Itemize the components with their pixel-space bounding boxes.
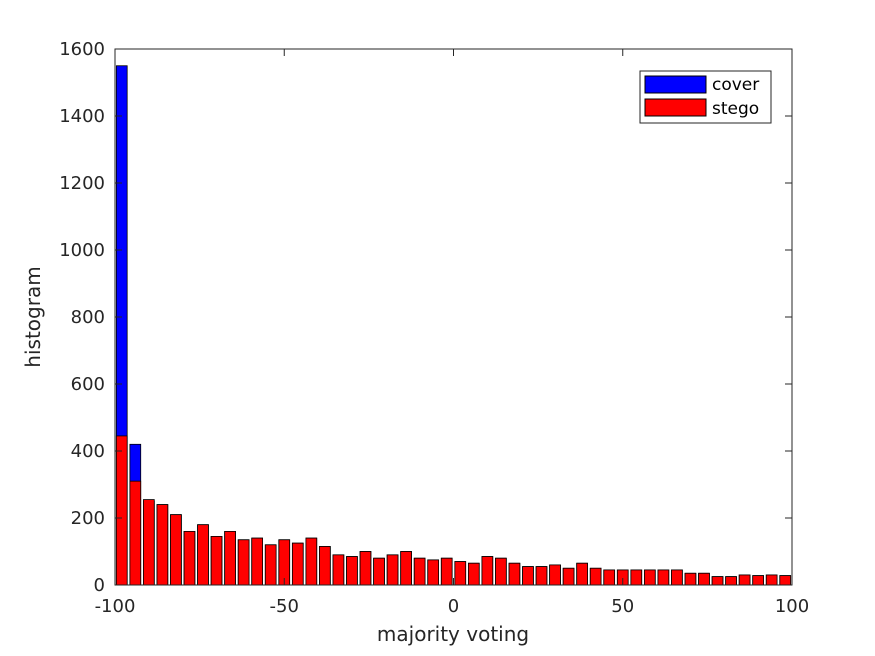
- stego-bar: [467, 562, 480, 586]
- y-tick-label: 1600: [59, 39, 105, 60]
- stego-bar: [373, 557, 385, 586]
- stego-bar: [224, 531, 236, 586]
- y-tick-label: 1000: [59, 240, 105, 261]
- stego-bar: [549, 564, 561, 586]
- x-tick-label: 100: [775, 596, 809, 617]
- y-axis-title: histogram: [21, 266, 45, 367]
- stego-bar: [765, 574, 778, 586]
- stego-bar: [481, 556, 494, 586]
- stego-bar: [535, 566, 548, 586]
- stego-bar: [291, 542, 304, 586]
- y-tick-label: 600: [71, 374, 105, 395]
- y-tick-label: 0: [94, 575, 105, 596]
- stego-bar: [264, 544, 277, 586]
- stego-bar: [589, 567, 602, 586]
- stego-bar: [779, 575, 792, 586]
- stego-bar: [170, 514, 182, 586]
- stego-bar: [711, 576, 724, 586]
- stego-bar: [332, 554, 345, 586]
- stego-bar: [644, 569, 656, 586]
- stego-bar: [671, 569, 683, 586]
- stego-bar: [725, 576, 737, 586]
- x-axis-title: majority voting: [377, 622, 529, 646]
- stego-bar: [115, 435, 128, 586]
- legend-swatch-stego: [644, 98, 707, 117]
- y-tick-label: 200: [71, 508, 105, 529]
- stego-bar: [522, 566, 534, 586]
- stego-bar: [684, 572, 697, 586]
- stego-bar: [413, 557, 426, 586]
- stego-bar: [657, 569, 670, 586]
- stego-bar: [251, 537, 263, 586]
- stego-bar: [400, 551, 412, 586]
- stego-bar: [210, 536, 223, 586]
- y-tick-label: 1200: [59, 173, 105, 194]
- x-tick-label: 0: [448, 596, 459, 617]
- stego-bar: [427, 559, 439, 586]
- stego-bar: [319, 546, 331, 586]
- stego-bar: [183, 531, 196, 586]
- y-tick-label: 400: [71, 441, 105, 462]
- x-tick-label: -50: [270, 596, 299, 617]
- stego-bar: [386, 554, 399, 586]
- stego-bar: [129, 480, 142, 586]
- y-axis: 0 200 400 600 800 1000 1200 1400 1600: [59, 39, 792, 596]
- stego-bar: [440, 557, 453, 586]
- stego-bar: [698, 572, 710, 586]
- x-tick-label: 50: [611, 596, 634, 617]
- x-axis: -100 -50 0 50 100: [95, 49, 809, 617]
- legend-label-cover: cover: [712, 75, 759, 95]
- stego-bar: [237, 539, 250, 586]
- stego-bar: [197, 524, 209, 586]
- legend: cover stego: [639, 70, 772, 124]
- y-tick-label: 800: [71, 307, 105, 328]
- legend-label-stego: stego: [712, 99, 759, 119]
- y-tick-label: 1400: [59, 106, 105, 127]
- stego-bar: [359, 551, 372, 586]
- stego-bar: [508, 562, 521, 586]
- stego-bar: [454, 561, 467, 586]
- stego-bar: [495, 557, 507, 586]
- stego-bar: [143, 499, 155, 586]
- stego-bar: [576, 562, 588, 586]
- stego-bar: [156, 504, 169, 586]
- stego-bar: [603, 569, 616, 586]
- x-tick-label: -100: [95, 596, 136, 617]
- stego-bar: [346, 556, 358, 586]
- stego-bar: [305, 537, 318, 586]
- stego-bar: [738, 574, 751, 586]
- stego-bar: [630, 569, 643, 586]
- stego-bar: [752, 575, 764, 586]
- legend-swatch-cover: [644, 75, 707, 94]
- stego-bar: [562, 567, 575, 586]
